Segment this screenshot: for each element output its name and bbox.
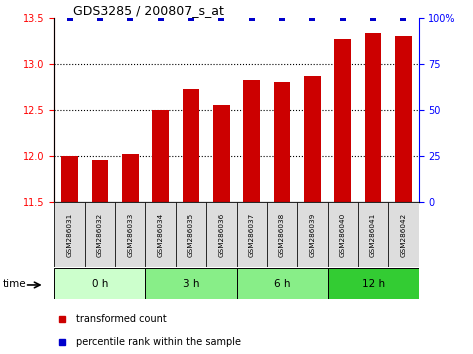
Text: 12 h: 12 h bbox=[361, 279, 385, 289]
Text: GSM286037: GSM286037 bbox=[249, 212, 254, 257]
Text: GSM286031: GSM286031 bbox=[67, 212, 72, 257]
Bar bbox=[334, 39, 351, 202]
FancyBboxPatch shape bbox=[297, 202, 327, 267]
FancyBboxPatch shape bbox=[54, 202, 85, 267]
Text: time: time bbox=[2, 279, 26, 289]
Bar bbox=[92, 160, 108, 202]
FancyBboxPatch shape bbox=[54, 202, 419, 267]
Text: GSM286041: GSM286041 bbox=[370, 212, 376, 257]
FancyBboxPatch shape bbox=[236, 268, 327, 299]
Text: GSM286034: GSM286034 bbox=[158, 212, 164, 257]
Text: GSM286035: GSM286035 bbox=[188, 212, 194, 257]
FancyBboxPatch shape bbox=[206, 202, 236, 267]
Text: GSM286038: GSM286038 bbox=[279, 212, 285, 257]
Text: GSM286040: GSM286040 bbox=[340, 212, 346, 257]
Text: 3 h: 3 h bbox=[183, 279, 199, 289]
Text: GSM286042: GSM286042 bbox=[401, 212, 406, 257]
Bar bbox=[213, 105, 230, 202]
Text: GSM286033: GSM286033 bbox=[127, 212, 133, 257]
Text: transformed count: transformed count bbox=[76, 314, 167, 324]
FancyBboxPatch shape bbox=[267, 202, 297, 267]
Text: 6 h: 6 h bbox=[274, 279, 290, 289]
FancyBboxPatch shape bbox=[388, 202, 419, 267]
Bar bbox=[304, 76, 321, 202]
Bar bbox=[365, 33, 381, 202]
Bar bbox=[274, 82, 290, 202]
FancyBboxPatch shape bbox=[145, 268, 236, 299]
FancyBboxPatch shape bbox=[85, 202, 115, 267]
Bar bbox=[61, 156, 78, 202]
Bar bbox=[152, 110, 169, 202]
Text: GSM286039: GSM286039 bbox=[309, 212, 315, 257]
Bar bbox=[122, 154, 139, 202]
FancyBboxPatch shape bbox=[327, 202, 358, 267]
FancyBboxPatch shape bbox=[236, 202, 267, 267]
FancyBboxPatch shape bbox=[327, 268, 419, 299]
FancyBboxPatch shape bbox=[176, 202, 206, 267]
Bar bbox=[183, 90, 199, 202]
Bar bbox=[243, 80, 260, 202]
Text: GSM286032: GSM286032 bbox=[97, 212, 103, 257]
Bar bbox=[395, 36, 412, 202]
FancyBboxPatch shape bbox=[358, 202, 388, 267]
FancyBboxPatch shape bbox=[54, 268, 145, 299]
Text: 0 h: 0 h bbox=[92, 279, 108, 289]
Text: GSM286036: GSM286036 bbox=[219, 212, 224, 257]
FancyBboxPatch shape bbox=[145, 202, 176, 267]
Text: percentile rank within the sample: percentile rank within the sample bbox=[76, 337, 241, 347]
Text: GDS3285 / 200807_s_at: GDS3285 / 200807_s_at bbox=[73, 4, 223, 17]
FancyBboxPatch shape bbox=[115, 202, 145, 267]
